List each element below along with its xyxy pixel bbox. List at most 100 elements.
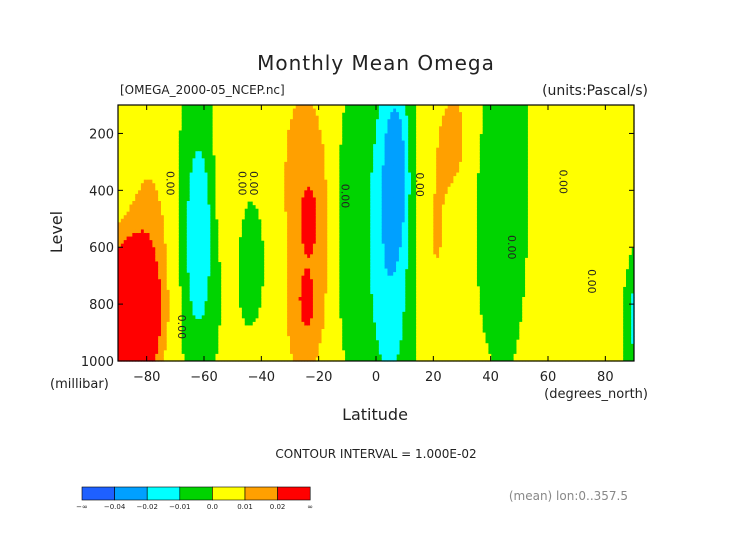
contour-cell bbox=[215, 211, 219, 216]
contour-cell bbox=[129, 140, 133, 145]
contour-cell bbox=[146, 282, 151, 287]
contour-cell bbox=[221, 126, 225, 131]
contour-cell bbox=[232, 286, 237, 291]
contour-cell bbox=[264, 265, 268, 270]
contour-cell bbox=[341, 105, 346, 110]
contour-cell bbox=[264, 129, 268, 135]
contour-cell bbox=[192, 257, 196, 263]
contour-cell bbox=[229, 304, 234, 309]
contour-cell bbox=[135, 233, 139, 238]
contour-cell bbox=[118, 268, 122, 273]
contour-cell bbox=[120, 137, 125, 142]
contour-cell bbox=[161, 236, 165, 241]
contour-cell bbox=[132, 272, 136, 277]
contour-cell bbox=[163, 300, 168, 305]
contour-cell bbox=[252, 122, 257, 127]
contour-cell bbox=[132, 133, 136, 138]
contour-cell bbox=[172, 218, 176, 223]
contour-cell bbox=[232, 165, 237, 170]
contour-cell bbox=[261, 222, 265, 227]
contour-cell bbox=[158, 236, 162, 241]
contour-cell bbox=[195, 279, 199, 284]
contour-cell bbox=[255, 122, 260, 127]
contour-cell bbox=[126, 257, 131, 263]
contour-cell bbox=[152, 204, 156, 209]
contour-cell bbox=[247, 137, 251, 142]
contour-cell bbox=[118, 350, 122, 355]
contour-cell bbox=[158, 233, 162, 238]
contour-cell bbox=[152, 108, 156, 113]
contour-cell bbox=[244, 161, 248, 167]
contour-cell bbox=[118, 172, 122, 177]
contour-cell bbox=[264, 140, 268, 145]
contour-cell bbox=[212, 126, 217, 131]
contour-cell bbox=[158, 158, 162, 163]
contour-cell bbox=[255, 133, 260, 138]
contour-cell bbox=[161, 346, 165, 351]
contour-cell bbox=[135, 254, 139, 259]
contour-cell bbox=[120, 311, 125, 316]
contour-cell bbox=[218, 208, 222, 213]
contour-cell bbox=[192, 304, 196, 309]
contour-cell bbox=[221, 279, 225, 284]
contour-cell bbox=[178, 343, 182, 348]
contour-cell bbox=[226, 169, 231, 174]
contour-cell bbox=[235, 133, 239, 138]
contour-cell bbox=[215, 179, 219, 184]
contour-cell bbox=[143, 154, 148, 159]
contour-cell bbox=[140, 165, 145, 170]
contour-cell bbox=[249, 353, 254, 359]
contour-cell bbox=[146, 147, 151, 152]
contour-cell bbox=[169, 154, 174, 159]
contour-cell bbox=[118, 154, 122, 159]
contour-cell bbox=[166, 112, 171, 117]
contour-cell bbox=[335, 172, 340, 177]
contour-cell bbox=[140, 268, 145, 273]
contour-cell bbox=[172, 222, 176, 227]
contour-cell bbox=[229, 144, 234, 149]
contour-cell bbox=[235, 314, 239, 319]
contour-cell bbox=[163, 286, 168, 291]
contour-cell bbox=[201, 247, 205, 252]
contour-cell bbox=[169, 307, 174, 312]
contour-cell bbox=[241, 144, 245, 149]
contour-cell bbox=[249, 176, 254, 181]
contour-cell bbox=[235, 201, 239, 206]
contour-cell bbox=[129, 268, 133, 273]
contour-cell bbox=[152, 169, 156, 174]
contour-cell bbox=[161, 233, 165, 238]
contour-cell bbox=[172, 151, 176, 156]
contour-cell bbox=[192, 197, 196, 202]
contour-cell bbox=[241, 140, 245, 145]
contour-cell bbox=[143, 261, 148, 266]
contour-cell bbox=[138, 293, 142, 298]
contour-cell bbox=[218, 332, 222, 337]
contour-cell bbox=[126, 197, 131, 202]
contour-cell bbox=[221, 179, 225, 184]
contour-cell bbox=[149, 147, 153, 152]
contour-cell bbox=[155, 193, 159, 199]
contour-cell bbox=[201, 190, 205, 195]
contour-cell bbox=[264, 254, 268, 259]
contour-cell bbox=[258, 172, 262, 177]
contour-cell bbox=[161, 261, 165, 266]
contour-cell bbox=[221, 186, 225, 191]
contour-cell bbox=[229, 193, 234, 199]
contour-cell bbox=[206, 261, 211, 266]
contour-cell bbox=[169, 233, 174, 238]
contour-cell bbox=[155, 357, 159, 362]
contour-cell bbox=[169, 268, 174, 273]
contour-cell bbox=[258, 311, 262, 316]
contour-cell bbox=[163, 129, 168, 135]
contour-cell bbox=[169, 243, 174, 248]
contour-cell bbox=[146, 154, 151, 159]
contour-cell bbox=[166, 186, 171, 191]
contour-cell bbox=[335, 304, 340, 309]
contour-cell bbox=[158, 332, 162, 337]
contour-cell bbox=[140, 261, 145, 266]
contour-cell bbox=[126, 289, 131, 295]
contour-cell bbox=[264, 279, 268, 284]
contour-cell bbox=[215, 119, 219, 124]
contour-cell bbox=[255, 165, 260, 170]
contour-cell bbox=[195, 158, 199, 163]
